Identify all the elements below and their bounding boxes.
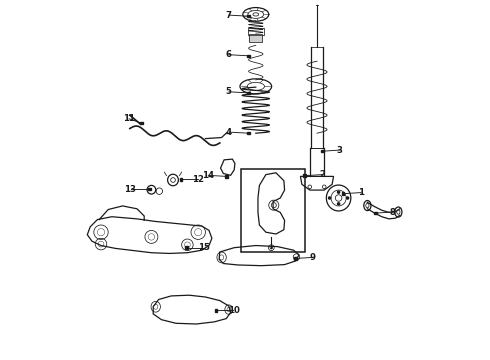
Ellipse shape: [346, 197, 349, 199]
Text: 14: 14: [202, 171, 214, 180]
Ellipse shape: [338, 191, 340, 193]
Bar: [225, 175, 227, 177]
Text: 2: 2: [319, 170, 325, 179]
Bar: [249, 34, 262, 42]
Text: 5: 5: [226, 87, 232, 96]
Bar: [247, 132, 250, 134]
Text: 12: 12: [192, 175, 204, 184]
Bar: [342, 192, 344, 195]
Text: 6: 6: [226, 50, 232, 59]
Bar: [148, 188, 151, 190]
Bar: [321, 150, 324, 153]
Bar: [247, 55, 250, 57]
Text: 9: 9: [310, 253, 316, 262]
Bar: [185, 246, 188, 249]
Bar: [242, 169, 305, 252]
Bar: [248, 28, 264, 35]
Text: 3: 3: [336, 145, 343, 155]
Text: 13: 13: [124, 184, 137, 194]
Text: 10: 10: [227, 306, 240, 315]
Bar: [247, 91, 250, 94]
Bar: [294, 257, 296, 260]
Text: 4: 4: [226, 128, 232, 136]
Bar: [140, 122, 143, 124]
Bar: [215, 309, 218, 311]
Bar: [303, 174, 306, 177]
Bar: [374, 212, 377, 215]
Text: 15: 15: [198, 243, 210, 252]
Text: 1: 1: [358, 188, 364, 197]
Bar: [247, 15, 250, 17]
Bar: [180, 178, 182, 180]
Text: 8: 8: [390, 207, 395, 217]
Text: 7: 7: [226, 10, 232, 19]
Ellipse shape: [328, 197, 331, 199]
Text: 11: 11: [123, 114, 135, 123]
Ellipse shape: [338, 203, 340, 205]
